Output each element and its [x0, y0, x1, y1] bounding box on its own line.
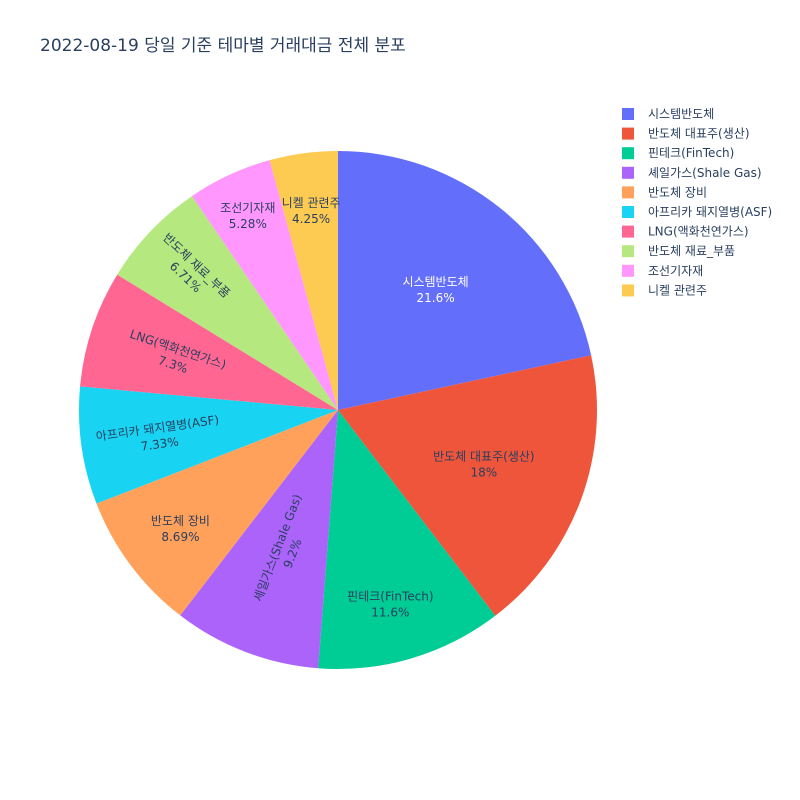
legend-label: 반도체 재료_부품 [648, 244, 735, 258]
slice-label: 반도체 대표주(생산) 18% [433, 450, 535, 480]
slice-percent-label: 8.69% [161, 530, 199, 544]
legend-item[interactable]: 셰일가스(Shale Gas) [622, 166, 762, 180]
pie-slice [338, 151, 592, 410]
pie-slice [180, 410, 338, 669]
slice-percent-label: 18% [471, 466, 498, 480]
slice-percent-label: 21.6% [417, 291, 455, 305]
pie-slice [96, 410, 339, 616]
slice-category-label: 반도체 대표주(생산) [433, 450, 535, 464]
legend-label: 아프리카 돼지열병(ASF) [648, 205, 772, 219]
legend-swatch [622, 225, 634, 238]
slice-percent-label: 5.28% [229, 217, 267, 231]
pie-slice [338, 355, 597, 616]
legend-item[interactable]: 반도체 재료_부품 [622, 244, 735, 258]
legend-item[interactable]: 시스템반도체 [622, 107, 714, 121]
slice-percent-label: 7.33% [140, 434, 180, 453]
pie-slices [79, 151, 597, 669]
legend-swatch [622, 166, 634, 179]
legend-label: 시스템반도체 [648, 107, 714, 121]
chart-title: 2022-08-19 당일 기준 테마별 거래대금 전체 분포 [40, 36, 406, 56]
legend-item[interactable]: 반도체 대표주(생산) [622, 127, 750, 141]
pie-slice [117, 196, 338, 410]
pie-slice [269, 151, 338, 410]
legend-swatch [622, 264, 634, 277]
legend-swatch [622, 206, 634, 218]
legend-item[interactable]: 반도체 장비 [622, 185, 707, 199]
slice-category-label: 니켈 관련주 [282, 196, 341, 210]
slice-label: 시스템반도체 21.6% [402, 275, 468, 305]
slice-percent-label: 4.25% [292, 212, 330, 226]
legend-label: 셰일가스(Shale Gas) [648, 166, 762, 180]
slice-label: 니켈 관련주 4.25% [282, 196, 341, 226]
pie-slice [79, 386, 339, 504]
legend-item[interactable]: 조선기자재 [622, 264, 703, 278]
legend-item[interactable]: 니켈 관련주 [622, 283, 707, 297]
slice-percent-label: 11.6% [371, 606, 409, 620]
legend-label: 조선기자재 [648, 264, 703, 278]
legend-swatch [622, 186, 634, 199]
legend-label: 핀테크(FinTech) [648, 146, 734, 160]
legend-item[interactable]: 아프리카 돼지열병(ASF) [622, 205, 772, 219]
legend-swatch [622, 127, 634, 140]
slice-category-label: 시스템반도체 [402, 275, 468, 289]
legend-swatch [622, 108, 634, 120]
legend-label: LNG(액화천연가스) [648, 224, 749, 239]
legend-label: 반도체 장비 [648, 185, 707, 199]
slice-label: 핀테크(FinTech) 11.6% [347, 590, 433, 620]
pie-slice [80, 274, 338, 410]
legend-label: 반도체 대표주(생산) [648, 127, 750, 141]
slice-category-label: 반도체 장비 [151, 514, 210, 528]
slice-category-label: 핀테크(FinTech) [347, 590, 433, 604]
slice-label: 반도체 장비 8.69% [151, 514, 210, 544]
pie-slice [191, 160, 338, 410]
slice-label: 조선기자재 5.28% [220, 201, 275, 231]
legend-swatch [622, 147, 634, 160]
legend-item[interactable]: LNG(액화천연가스) [622, 224, 749, 239]
pie-slice [318, 410, 496, 669]
slice-category-label: 조선기자재 [220, 201, 275, 215]
legend-swatch [622, 245, 634, 258]
legend-item[interactable]: 핀테크(FinTech) [622, 146, 734, 160]
legend-swatch [622, 284, 634, 297]
legend-label: 니켈 관련주 [648, 283, 707, 297]
